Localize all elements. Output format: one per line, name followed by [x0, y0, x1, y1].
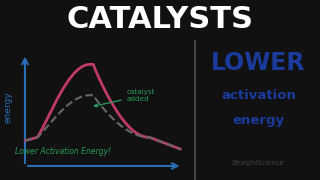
Text: Lower Activation Energy!: Lower Activation Energy!	[15, 147, 111, 156]
Text: time: time	[89, 169, 111, 179]
Text: activation: activation	[221, 89, 296, 102]
Text: StraightScience: StraightScience	[232, 160, 285, 166]
Text: energy: energy	[233, 114, 284, 127]
Text: LOWER: LOWER	[211, 51, 306, 75]
Text: CATALYSTS: CATALYSTS	[67, 5, 253, 34]
Text: energy: energy	[3, 91, 12, 123]
Text: catalyst
added: catalyst added	[94, 89, 155, 107]
